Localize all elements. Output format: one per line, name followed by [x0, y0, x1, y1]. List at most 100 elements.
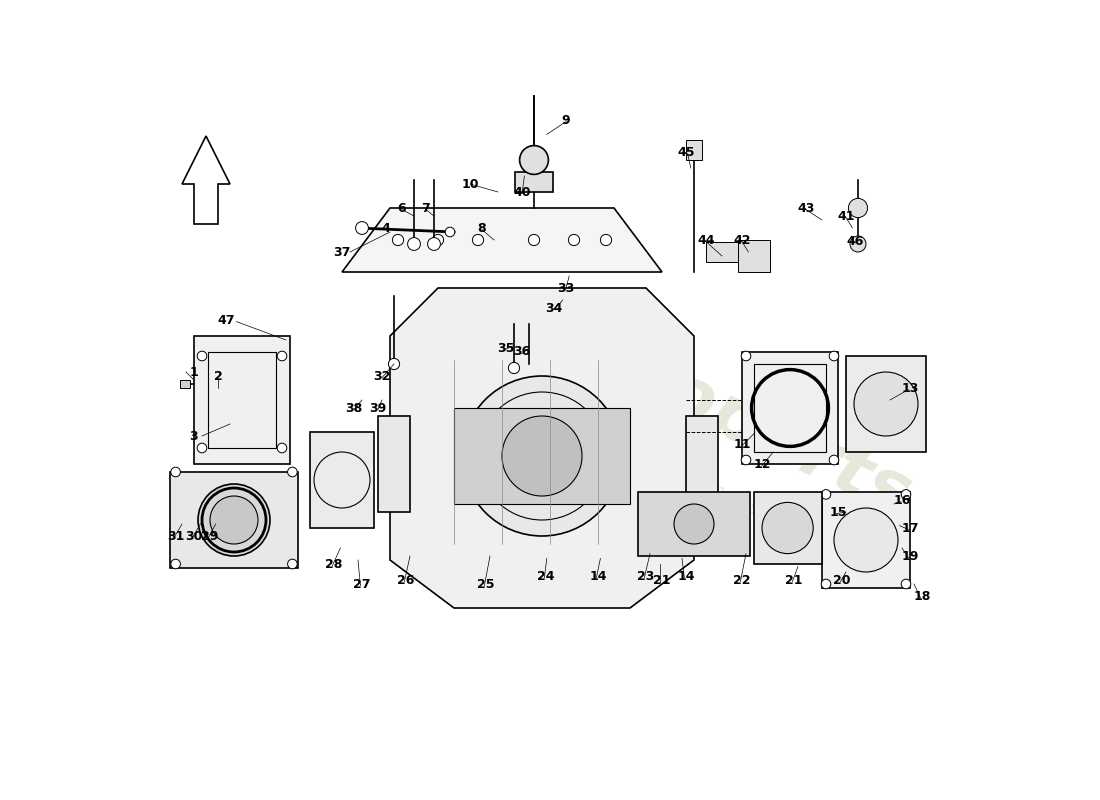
Circle shape: [388, 358, 399, 370]
Circle shape: [393, 234, 404, 246]
Circle shape: [901, 490, 911, 499]
Circle shape: [850, 236, 866, 252]
Text: 15: 15: [829, 506, 847, 518]
Text: 8: 8: [477, 222, 486, 234]
Circle shape: [508, 362, 519, 374]
Text: 25: 25: [477, 578, 495, 590]
Text: 44: 44: [697, 234, 715, 246]
Text: 29: 29: [201, 530, 219, 542]
Text: 16: 16: [893, 494, 911, 506]
Text: 30: 30: [185, 530, 202, 542]
Text: 27: 27: [353, 578, 371, 590]
Bar: [706, 242, 738, 262]
Text: 20: 20: [834, 574, 850, 586]
Circle shape: [197, 443, 207, 453]
Circle shape: [277, 351, 287, 361]
Circle shape: [198, 484, 270, 556]
Text: europarts: europarts: [530, 300, 922, 532]
Circle shape: [741, 455, 751, 465]
Circle shape: [502, 416, 582, 496]
Text: 38: 38: [345, 402, 363, 414]
Bar: [310, 432, 374, 528]
Circle shape: [569, 234, 580, 246]
Text: 35: 35: [497, 342, 515, 354]
Text: 9: 9: [562, 114, 570, 126]
Bar: [754, 364, 826, 452]
Circle shape: [355, 222, 368, 234]
Circle shape: [822, 490, 830, 499]
Text: 45: 45: [678, 146, 695, 158]
Text: 34: 34: [546, 302, 563, 314]
Circle shape: [829, 455, 839, 465]
Text: 37: 37: [333, 246, 351, 258]
Bar: [378, 416, 410, 512]
Text: 24: 24: [537, 570, 554, 582]
Text: 10: 10: [461, 178, 478, 190]
Text: 1: 1: [189, 366, 198, 378]
Text: 42: 42: [734, 234, 750, 246]
Bar: [822, 492, 910, 588]
Text: 7: 7: [421, 202, 430, 214]
Text: 33: 33: [558, 282, 574, 294]
Circle shape: [762, 502, 813, 554]
Bar: [846, 356, 926, 452]
Circle shape: [287, 559, 297, 569]
Text: 26: 26: [397, 574, 415, 586]
Bar: [454, 408, 630, 504]
Bar: [194, 336, 290, 464]
Text: 18: 18: [913, 590, 931, 602]
Text: 32: 32: [373, 370, 390, 382]
Circle shape: [472, 234, 484, 246]
Text: 47: 47: [218, 314, 234, 326]
Circle shape: [432, 234, 443, 246]
Text: 21: 21: [653, 574, 671, 586]
Text: 19: 19: [901, 550, 918, 562]
Circle shape: [601, 234, 612, 246]
Text: 40: 40: [514, 186, 530, 198]
Text: 6: 6: [398, 202, 406, 214]
Bar: [638, 492, 750, 556]
Polygon shape: [342, 208, 662, 272]
Circle shape: [741, 351, 751, 361]
Circle shape: [197, 351, 207, 361]
Circle shape: [462, 376, 622, 536]
Circle shape: [287, 467, 297, 477]
Circle shape: [170, 559, 180, 569]
Text: 12: 12: [754, 458, 771, 470]
Circle shape: [834, 508, 898, 572]
Text: a passion for parts since 1985: a passion for parts since 1985: [588, 425, 864, 567]
Text: 17: 17: [901, 522, 918, 534]
Text: 23: 23: [637, 570, 654, 582]
Bar: [515, 172, 553, 192]
Text: 46: 46: [847, 235, 865, 248]
Bar: [208, 352, 276, 448]
Circle shape: [854, 372, 918, 436]
Polygon shape: [182, 136, 230, 224]
Circle shape: [170, 467, 180, 477]
Bar: [738, 240, 770, 272]
Circle shape: [822, 579, 830, 589]
Circle shape: [528, 234, 540, 246]
Circle shape: [829, 351, 839, 361]
Text: 14: 14: [678, 570, 695, 582]
Circle shape: [901, 579, 911, 589]
Bar: [686, 140, 702, 160]
Text: 14: 14: [590, 570, 607, 582]
Text: 39: 39: [370, 402, 386, 414]
Text: 11: 11: [734, 438, 750, 450]
Text: 13: 13: [901, 382, 918, 394]
Text: 2: 2: [213, 370, 222, 382]
Circle shape: [848, 198, 868, 218]
Text: 3: 3: [189, 430, 198, 442]
Circle shape: [277, 443, 287, 453]
Circle shape: [428, 238, 440, 250]
Text: 21: 21: [785, 574, 803, 586]
Circle shape: [674, 504, 714, 544]
Text: 22: 22: [734, 574, 750, 586]
Text: 4: 4: [382, 222, 390, 234]
Text: 41: 41: [837, 210, 855, 222]
Text: 31: 31: [167, 530, 185, 542]
Bar: [742, 352, 838, 464]
Circle shape: [210, 496, 258, 544]
Circle shape: [446, 227, 454, 237]
